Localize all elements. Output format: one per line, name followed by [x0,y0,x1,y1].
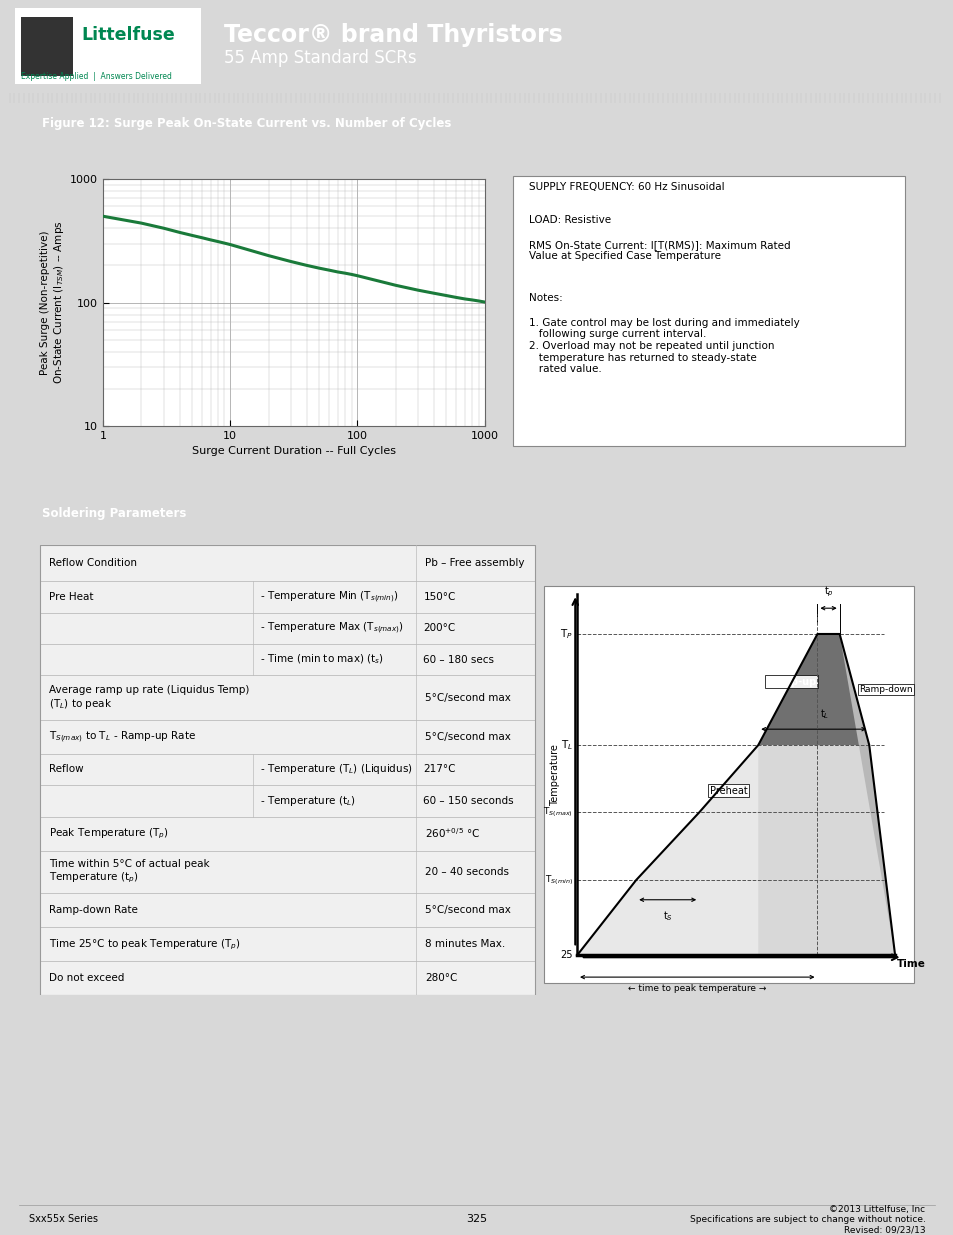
Text: T$_{S(min)}$: T$_{S(min)}$ [544,873,572,887]
Text: Do not exceed: Do not exceed [50,973,125,983]
Text: Ramp-down: Ramp-down [858,685,912,694]
Text: Time within 5°C of actual peak
Temperature (t$_{p}$): Time within 5°C of actual peak Temperatu… [50,858,210,885]
Text: Pre Heat: Pre Heat [50,592,93,601]
Text: LOAD: Resistive: LOAD: Resistive [528,215,610,225]
Text: 60 – 180 secs: 60 – 180 secs [423,655,494,664]
Text: Reflow: Reflow [50,764,84,774]
Text: Ramp-down Rate: Ramp-down Rate [50,905,138,915]
Polygon shape [577,634,894,956]
Text: - Time (min to max) (t$_{s}$): - Time (min to max) (t$_{s}$) [260,653,384,667]
Text: T$_{S(max)}$: T$_{S(max)}$ [542,805,572,819]
X-axis label: Surge Current Duration -- Full Cycles: Surge Current Duration -- Full Cycles [192,447,395,457]
Y-axis label: Peak Surge (Non-repetitive)
On-State Current (I$_{TSM}$) -- Amps: Peak Surge (Non-repetitive) On-State Cur… [40,221,66,384]
Text: t$_p$: t$_p$ [822,585,833,599]
Text: Time: Time [896,960,924,969]
Text: - Temperature Min (T$_{s(min)}$): - Temperature Min (T$_{s(min)}$) [260,589,398,605]
Text: - Temperature Max (T$_{s(max)}$): - Temperature Max (T$_{s(max)}$) [260,621,404,636]
Bar [40,927,535,961]
Text: Ramp-up: Ramp-up [766,677,816,687]
Text: 20 – 40 seconds: 20 – 40 seconds [425,867,509,877]
Text: Expertise Applied  |  Answers Delivered: Expertise Applied | Answers Delivered [21,72,172,80]
Bar [40,582,535,613]
Bar [40,676,535,720]
Text: SUPPLY FREQUENCY: 60 Hz Sinusoidal: SUPPLY FREQUENCY: 60 Hz Sinusoidal [528,182,723,191]
Polygon shape [577,745,758,956]
Text: RMS On-State Current: I[T(RMS)]: Maximum Rated
Value at Specified Case Temperatu: RMS On-State Current: I[T(RMS)]: Maximum… [528,240,789,262]
Text: ← time to peak temperature →: ← time to peak temperature → [627,984,765,993]
FancyBboxPatch shape [15,9,201,84]
Text: 280°C: 280°C [425,973,457,983]
Text: Preheat: Preheat [709,785,747,795]
Text: 5°C/second max: 5°C/second max [425,732,511,742]
Text: 325: 325 [466,1214,487,1224]
Bar [40,613,535,643]
Text: 217°C: 217°C [423,764,456,774]
Polygon shape [839,634,894,956]
Polygon shape [758,634,868,745]
Text: 5°C/second max: 5°C/second max [425,905,511,915]
Bar [40,545,535,582]
Bar [40,893,535,927]
Text: 55 Amp Standard SCRs: 55 Amp Standard SCRs [224,48,416,67]
Bar [40,720,535,753]
Bar [40,753,535,785]
FancyBboxPatch shape [21,16,73,77]
Text: T$_L$: T$_L$ [560,739,572,752]
Text: Time 25°C to peak Temperature (T$_{p}$): Time 25°C to peak Temperature (T$_{p}$) [50,937,241,952]
Text: - Temperature (T$_{L}$) (Liquidus): - Temperature (T$_{L}$) (Liquidus) [260,762,413,777]
Text: - Temperature (t$_{L}$): - Temperature (t$_{L}$) [260,794,355,808]
Text: Teccor® brand Thyristors: Teccor® brand Thyristors [224,23,562,47]
Text: ©2013 Littelfuse, Inc
Specifications are subject to change without notice.
Revis: ©2013 Littelfuse, Inc Specifications are… [689,1204,924,1234]
Text: Peak Temperature (T$_{p}$): Peak Temperature (T$_{p}$) [50,826,169,841]
Text: T$_P$: T$_P$ [559,627,572,641]
Bar [40,785,535,816]
Text: T$_{S(max)}$ to T$_{L}$ - Ramp-up Rate: T$_{S(max)}$ to T$_{L}$ - Ramp-up Rate [50,729,196,745]
Bar [40,545,535,995]
Text: 8 minutes Max.: 8 minutes Max. [425,940,505,950]
Bar [40,961,535,995]
Text: 5°C/second max: 5°C/second max [425,693,511,703]
Text: 200°C: 200°C [423,624,456,634]
Bar [40,816,535,851]
Text: Figure 12: Surge Peak On-State Current vs. Number of Cycles: Figure 12: Surge Peak On-State Current v… [42,117,451,130]
Text: 150°C: 150°C [423,592,456,601]
Text: 60 – 150 seconds: 60 – 150 seconds [423,795,514,806]
Text: Sxx55x Series: Sxx55x Series [29,1214,97,1224]
FancyBboxPatch shape [512,177,904,446]
Text: t$_L$: t$_L$ [820,708,829,721]
Text: 25: 25 [559,950,572,961]
Text: t$_S$: t$_S$ [662,910,672,924]
Text: 260$^{+0/5}$ °C: 260$^{+0/5}$ °C [425,826,480,841]
Bar [40,643,535,676]
Text: Notes:: Notes: [528,293,562,303]
Bar [40,851,535,893]
Text: Reflow Condition: Reflow Condition [50,558,137,568]
Text: 1. Gate control may be lost during and immediately
   following surge current in: 1. Gate control may be lost during and i… [528,317,799,374]
Text: Average ramp up rate (Liquidus Temp)
(T$_{L}$) to peak: Average ramp up rate (Liquidus Temp) (T$… [50,684,250,710]
Text: Soldering Parameters: Soldering Parameters [42,508,187,520]
Text: Temperature: Temperature [549,743,559,805]
Text: Littelfuse: Littelfuse [81,26,174,44]
Text: Pb – Free assembly: Pb – Free assembly [425,558,524,568]
